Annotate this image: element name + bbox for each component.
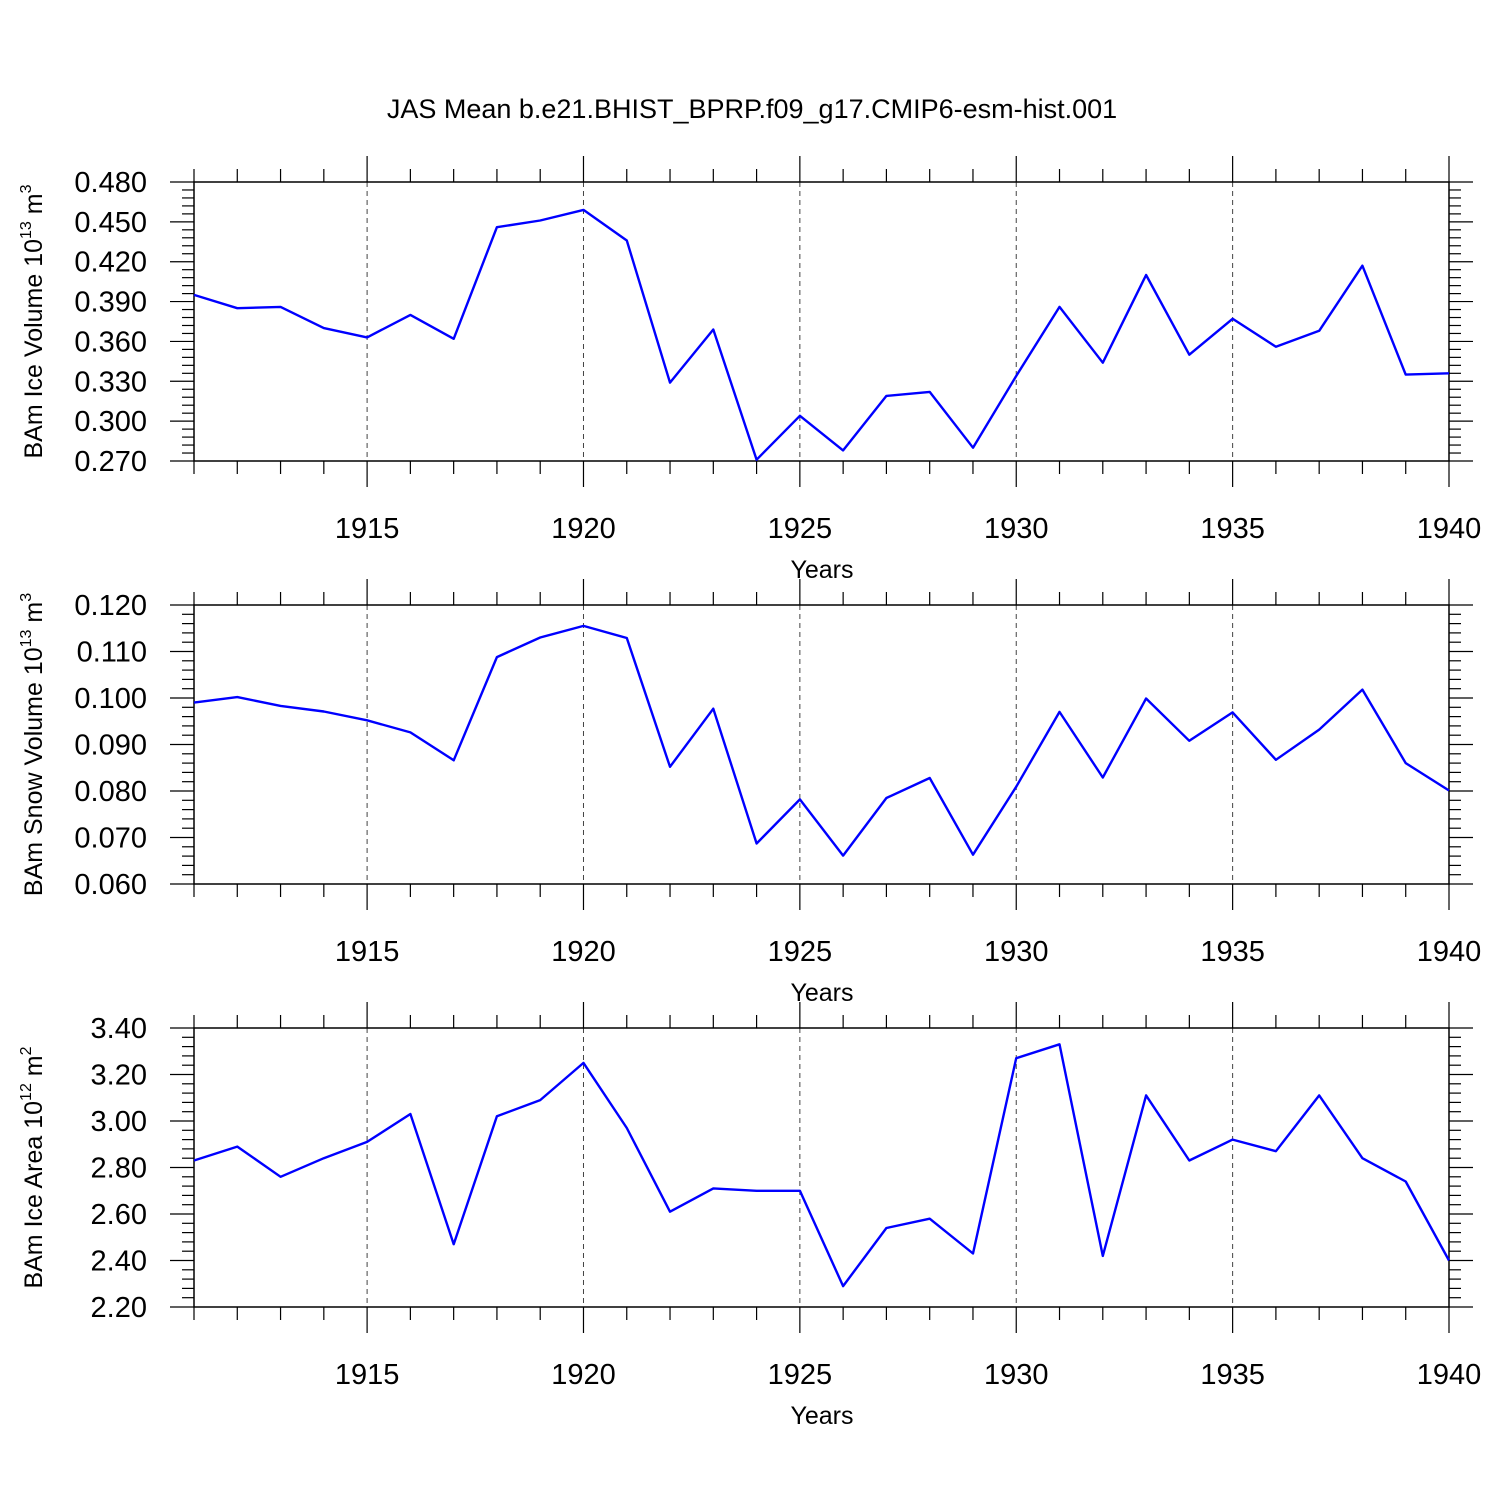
x-tick-label: 1920 [551,1359,616,1391]
y-tick-label: 0.360 [74,326,147,358]
x-tick-label: 1935 [1200,1359,1265,1391]
panel-2: 0.060 0.070 0.080 0.090 0.100 0.110 0.120 1915 1… [18,579,1481,1007]
figure-title: JAS Mean b.e21.BHIST_BPRP.f09_g17.CMIP6-… [387,94,1117,124]
x-tick-label: 1920 [551,513,616,545]
x-tick-label: 1940 [1417,936,1482,968]
y-axis-label: BAm Snow Volume 1013 m3 [18,593,48,896]
y-tick-label: 0.450 [74,207,147,239]
y-tick-label: 3.40 [91,1013,147,1045]
y-tick-label: 2.60 [91,1199,147,1231]
x-tick-label: 1930 [984,936,1049,968]
y-tick-label: 0.090 [74,730,147,762]
y-axis-label: BAm Ice Area 1012 m2 [18,1046,48,1288]
y-tick-label: 0.100 [74,683,147,715]
x-tick-label: 1915 [335,1359,400,1391]
y-tick-label: 3.00 [91,1106,147,1138]
y-axis-label: BAm Ice Volume 1013 m3 [18,184,48,458]
y-tick-label: 0.070 [74,823,147,855]
x-tick-label: 1935 [1200,936,1265,968]
x-axis-label: Years [790,556,853,584]
x-axis-label: Years [790,979,853,1007]
y-tick-label: 0.120 [74,590,147,622]
y-tick-label: 3.20 [91,1060,147,1092]
x-tick-label: 1940 [1417,1359,1482,1391]
y-tick-label: 0.300 [74,406,147,438]
y-tick-label: 2.40 [91,1246,147,1278]
x-tick-label: 1925 [768,936,833,968]
plot-frame [193,1027,1450,1308]
series-line [193,1043,1451,1288]
x-tick-label: 1915 [335,936,400,968]
y-tick-label: 0.390 [74,287,147,319]
x-tick-label: 1940 [1417,513,1482,545]
plot-frame [193,181,1450,462]
x-tick-label: 1935 [1200,513,1265,545]
panel-1: 0.270 0.300 0.330 0.360 0.390 0.420 0.450 0.480… [18,156,1481,584]
x-tick-label: 1915 [335,513,400,545]
y-tick-label: 0.480 [74,167,147,199]
y-tick-label: 0.080 [74,776,147,808]
panels: 0.270 0.300 0.330 0.360 0.390 0.420 0.450 0.480… [18,156,1481,1430]
x-tick-label: 1930 [984,513,1049,545]
y-tick-label: 0.420 [74,247,147,279]
y-tick-label: 2.20 [91,1292,147,1324]
y-tick-label: 0.060 [74,869,147,901]
panel-3: 2.20 2.40 2.60 2.80 3.00 3.20 3.40 1915 1920 1925… [18,1002,1481,1430]
y-tick-label: 0.110 [77,637,147,669]
series-line [193,624,1450,857]
x-tick-label: 1925 [768,1359,833,1391]
x-tick-label: 1930 [984,1359,1049,1391]
y-tick-label: 0.330 [74,366,147,398]
x-tick-label: 1920 [551,936,616,968]
y-tick-label: 0.270 [74,446,147,478]
series-line [193,208,1450,461]
y-tick-label: 2.80 [91,1153,147,1185]
x-axis-label: Years [790,1402,853,1430]
x-tick-label: 1925 [768,513,833,545]
